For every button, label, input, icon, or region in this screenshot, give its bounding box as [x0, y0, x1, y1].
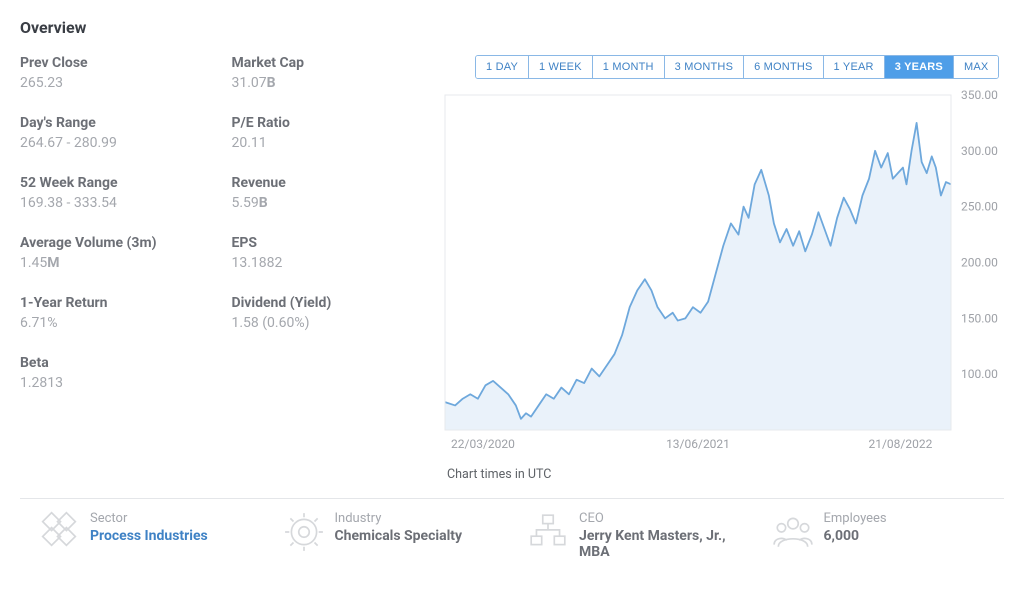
stat-prev-close: Prev Close 265.23 — [20, 55, 204, 91]
stat-value: 5.59B — [232, 195, 416, 211]
range-button-6-months[interactable]: 6 MONTHS — [744, 56, 823, 78]
range-button-1-day[interactable]: 1 DAY — [476, 56, 529, 78]
info-industry: Industry Chemicals Specialty — [283, 511, 516, 560]
svg-text:200.00: 200.00 — [961, 256, 998, 270]
org-chart-icon — [527, 511, 569, 553]
info-employees: Employees 6,000 — [772, 511, 1005, 560]
info-value-link[interactable]: Process Industries — [90, 528, 208, 544]
range-button-1-week[interactable]: 1 WEEK — [529, 56, 593, 78]
info-label: Employees — [824, 511, 887, 526]
section-divider — [20, 498, 1004, 499]
overview-title: Overview — [20, 18, 1004, 37]
range-button-max[interactable]: MAX — [954, 56, 998, 78]
stat-value: 169.38 - 333.54 — [20, 195, 204, 211]
stat-value: 1.58 (0.60%) — [232, 315, 416, 331]
range-button-1-month[interactable]: 1 MONTH — [593, 56, 665, 78]
stat-label: Dividend (Yield) — [232, 295, 416, 311]
range-button-3-months[interactable]: 3 MONTHS — [665, 56, 744, 78]
stat-label: Revenue — [232, 175, 416, 191]
price-chart[interactable]: 350.00 300.00 250.00 200.00 150.00 100.00 22/0… — [435, 85, 1005, 465]
stat-label: EPS — [232, 235, 416, 251]
stat-pe-ratio: P/E Ratio 20.11 — [232, 115, 416, 151]
company-info-row: Sector Process Industries Industry Chemi… — [20, 511, 1004, 560]
stat-market-cap: Market Cap 31.07B — [232, 55, 416, 91]
stat-value: 1.45M — [20, 255, 204, 271]
info-label: Sector — [90, 511, 208, 526]
svg-text:250.00: 250.00 — [961, 200, 998, 214]
stat-revenue: Revenue 5.59B — [232, 175, 416, 211]
stat-value: 31.07B — [232, 75, 416, 91]
stat-value: 6.71% — [20, 315, 204, 331]
stat-label: P/E Ratio — [232, 115, 416, 131]
stat-days-range: Day's Range 264.67 - 280.99 — [20, 115, 204, 151]
stat-value: 1.2813 — [20, 375, 204, 391]
info-value: Chemicals Specialty — [335, 528, 463, 544]
stat-label: Average Volume (3m) — [20, 235, 204, 251]
svg-text:21/08/2022: 21/08/2022 — [868, 437, 932, 451]
info-label: CEO — [579, 511, 760, 526]
stat-52-week-range: 52 Week Range 169.38 - 333.54 — [20, 175, 204, 211]
stat-value: 264.67 - 280.99 — [20, 135, 204, 151]
range-button-1-year[interactable]: 1 YEAR — [824, 56, 885, 78]
info-value: 6,000 — [824, 528, 887, 544]
stat-label: 52 Week Range — [20, 175, 204, 191]
chart-panel: 1 DAY1 WEEK1 MONTH3 MONTHS6 MONTHS1 YEAR… — [435, 55, 1005, 482]
svg-text:22/03/2020: 22/03/2020 — [451, 437, 515, 451]
range-button-3-years[interactable]: 3 YEARS — [885, 56, 954, 78]
people-icon — [772, 511, 814, 553]
stat-label: Prev Close — [20, 55, 204, 71]
chart-timezone-note: Chart times in UTC — [447, 467, 1005, 482]
stat-dividend: Dividend (Yield) 1.58 (0.60%) — [232, 295, 416, 331]
info-sector: Sector Process Industries — [38, 511, 271, 560]
stat-eps: EPS 13.1882 — [232, 235, 416, 271]
stat-beta: Beta 1.2813 — [20, 355, 204, 391]
stat-label: Market Cap — [232, 55, 416, 71]
stats-col-left: Prev Close 265.23 Day's Range 264.67 - 2… — [20, 55, 204, 482]
stat-value: 13.1882 — [232, 255, 416, 271]
stat-value: 20.11 — [232, 135, 416, 151]
svg-text:100.00: 100.00 — [961, 367, 998, 381]
info-label: Industry — [335, 511, 463, 526]
diamond-grid-icon — [38, 511, 80, 553]
stat-average-volume: Average Volume (3m) 1.45M — [20, 235, 204, 271]
info-ceo: CEO Jerry Kent Masters, Jr., MBA — [527, 511, 760, 560]
gear-icon — [283, 511, 325, 553]
svg-text:350.00: 350.00 — [961, 88, 998, 102]
stat-value: 265.23 — [20, 75, 204, 91]
stat-label: Day's Range — [20, 115, 204, 131]
stat-1-year-return: 1-Year Return 6.71% — [20, 295, 204, 331]
svg-text:300.00: 300.00 — [961, 144, 998, 158]
time-range-selector: 1 DAY1 WEEK1 MONTH3 MONTHS6 MONTHS1 YEAR… — [475, 55, 999, 79]
svg-text:13/06/2021: 13/06/2021 — [666, 437, 730, 451]
stat-label: 1-Year Return — [20, 295, 204, 311]
info-value: Jerry Kent Masters, Jr., MBA — [579, 528, 760, 560]
stats-columns: Prev Close 265.23 Day's Range 264.67 - 2… — [20, 55, 415, 482]
stat-label: Beta — [20, 355, 204, 371]
stats-col-right: Market Cap 31.07B P/E Ratio 20.11 Revenu… — [232, 55, 416, 482]
price-chart-svg: 350.00 300.00 250.00 200.00 150.00 100.00 22/0… — [435, 85, 1005, 465]
svg-text:150.00: 150.00 — [961, 311, 998, 325]
